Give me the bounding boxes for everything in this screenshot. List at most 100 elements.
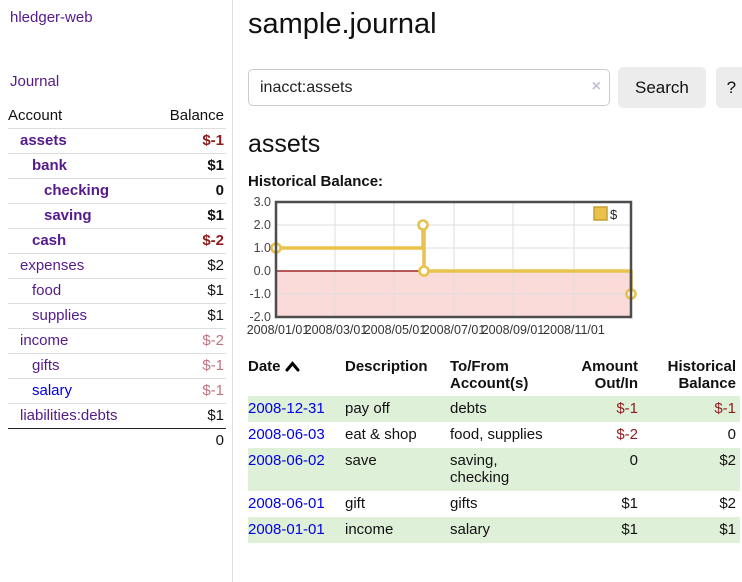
chart-legend: $ — [593, 206, 618, 222]
accounts-total-row: 0 — [8, 428, 226, 453]
account-row: cash $-2 — [8, 228, 226, 254]
register-header-row: Date Description To/From Account(s) Amou… — [248, 356, 740, 396]
svg-text:2.0: 2.0 — [254, 218, 271, 232]
transaction-date-link[interactable]: 2008-01-01 — [248, 521, 325, 538]
register-row: 2008-01-01 income salary $1 $1 — [248, 517, 740, 543]
sidebar-item-journal[interactable]: Journal — [10, 73, 60, 90]
chart-x-axis: 2008/01/01 2008/03/01 2008/05/01 2008/07… — [247, 323, 605, 337]
account-balance: $-2 — [152, 228, 226, 254]
account-row: supplies $1 — [8, 303, 226, 329]
account-link-liabilities-debts[interactable]: liabilities:debts — [20, 407, 118, 424]
account-balance: $1 — [152, 403, 226, 429]
account-link-gifts[interactable]: gifts — [32, 357, 60, 374]
account-link-food[interactable]: food — [32, 282, 62, 299]
accounts-header-balance: Balance — [169, 107, 224, 124]
transaction-accounts: saving, checking — [450, 452, 510, 486]
account-link-income[interactable]: income — [20, 332, 69, 349]
transaction-description: income — [345, 521, 394, 538]
transaction-amount: $-2 — [616, 426, 638, 443]
transaction-accounts: salary — [450, 521, 491, 538]
transaction-amount: 0 — [629, 452, 638, 469]
account-link-expenses[interactable]: expenses — [20, 257, 85, 274]
svg-text:2008/05/01: 2008/05/01 — [364, 323, 427, 337]
register-row: 2008-06-03 eat & shop food, supplies $-2… — [248, 422, 740, 448]
help-button[interactable]: ? — [715, 67, 742, 108]
main-content: sample.journal × Search ? assets Histori… — [234, 0, 742, 543]
page-title: sample.journal — [248, 8, 437, 40]
sort-ascending-icon — [285, 361, 300, 372]
svg-text:-1.0: -1.0 — [249, 287, 271, 301]
account-row: bank $1 — [8, 153, 226, 179]
svg-text:-2.0: -2.0 — [249, 310, 271, 324]
transaction-amount: $1 — [621, 495, 638, 512]
transaction-balance: 0 — [727, 426, 736, 443]
register-header-accounts: To/From Account(s) — [450, 358, 529, 392]
account-balance: $1 — [152, 153, 226, 179]
sidebar: hledger-web Journal Account Balance asse… — [0, 0, 233, 582]
register-header-date[interactable]: Date — [248, 356, 345, 396]
register-header-description: Description — [345, 358, 428, 375]
transaction-description: save — [345, 452, 377, 469]
svg-text:2008/11/01: 2008/11/01 — [543, 323, 605, 337]
account-balance: $2 — [152, 253, 226, 279]
transaction-accounts: food, supplies — [450, 426, 543, 443]
transaction-date-link[interactable]: 2008-12-31 — [248, 400, 325, 417]
transaction-balance: $1 — [719, 521, 736, 538]
register-header-amount: Amount Out/In — [581, 358, 638, 392]
svg-text:2008/07/01: 2008/07/01 — [423, 323, 486, 337]
account-row: expenses $2 — [8, 253, 226, 279]
transaction-date-link[interactable]: 2008-06-03 — [248, 426, 325, 443]
transaction-balance: $2 — [719, 495, 736, 512]
svg-text:0.0: 0.0 — [254, 264, 271, 278]
transaction-balance: $2 — [719, 452, 736, 469]
account-link-saving[interactable]: saving — [44, 207, 92, 224]
transaction-description: gift — [345, 495, 366, 512]
transaction-date-link[interactable]: 2008-06-01 — [248, 495, 325, 512]
transaction-amount: $1 — [621, 521, 638, 538]
account-link-checking[interactable]: checking — [44, 182, 110, 199]
account-row: liabilities:debts $1 — [8, 403, 226, 429]
account-link-cash[interactable]: cash — [32, 232, 67, 249]
account-heading: assets — [248, 130, 321, 158]
chart-title: Historical Balance: — [248, 173, 384, 190]
clear-search-icon[interactable]: × — [591, 78, 601, 95]
account-balance: $1 — [152, 303, 226, 329]
account-balance: $1 — [152, 203, 226, 229]
svg-text:2008/03/01: 2008/03/01 — [305, 323, 368, 337]
account-row: food $1 — [8, 278, 226, 304]
transaction-balance: $-1 — [714, 400, 736, 417]
register-row: 2008-06-02 save saving, checking 0 $2 — [248, 448, 740, 491]
search-form: × Search ? — [248, 67, 742, 108]
account-balance: $1 — [152, 278, 226, 304]
svg-text:2008/09/01: 2008/09/01 — [482, 323, 545, 337]
account-row: income $-2 — [8, 328, 226, 354]
transaction-amount: $-1 — [616, 400, 638, 417]
account-link-bank[interactable]: bank — [32, 157, 68, 174]
search-button[interactable]: Search — [618, 67, 706, 108]
accounts-table: Account Balance assets $-1 bank $1 check… — [8, 104, 226, 453]
chart-y-axis: 3.0 2.0 1.0 0.0 -1.0 -2.0 — [249, 196, 271, 324]
account-row: saving $1 — [8, 203, 226, 229]
register-row: 2008-12-31 pay off debts $-1 $-1 — [248, 396, 740, 422]
account-link-assets[interactable]: assets — [20, 132, 67, 149]
brand-link[interactable]: hledger-web — [10, 9, 93, 26]
account-row: assets $-1 — [8, 128, 226, 154]
transaction-description: eat & shop — [345, 426, 417, 443]
register-table: Date Description To/From Account(s) Amou… — [248, 356, 740, 543]
chart-border — [274, 200, 633, 319]
search-input[interactable] — [248, 69, 610, 106]
accounts-header-account: Account — [8, 107, 63, 124]
account-balance: $-1 — [152, 128, 226, 154]
transaction-date-link[interactable]: 2008-06-02 — [248, 452, 325, 469]
register-row: 2008-06-01 gift gifts $1 $2 — [248, 491, 740, 517]
legend-swatch — [593, 206, 608, 221]
account-balance: 0 — [152, 178, 226, 204]
account-link-salary[interactable]: salary — [32, 382, 73, 399]
svg-text:2008/01/01: 2008/01/01 — [247, 323, 310, 337]
accounts-header-row: Account Balance — [8, 104, 226, 129]
svg-text:1.0: 1.0 — [254, 241, 271, 255]
account-link-supplies[interactable]: supplies — [32, 307, 88, 324]
historical-balance-chart: $ 3.0 2.0 1.0 0.0 -1.0 -2.0 2008/01/01 2… — [247, 196, 637, 337]
legend-label: $ — [610, 207, 618, 222]
